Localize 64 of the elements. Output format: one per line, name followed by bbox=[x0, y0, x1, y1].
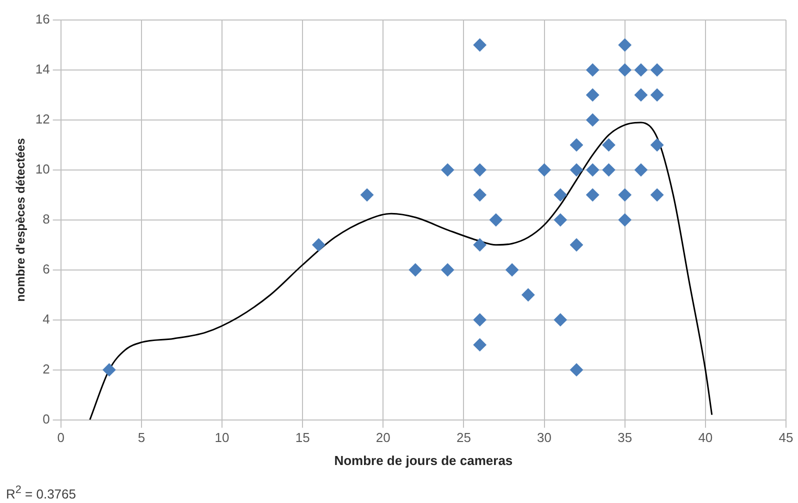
x-axis-title: Nombre de jours de cameras bbox=[334, 452, 513, 468]
point bbox=[538, 163, 551, 176]
point bbox=[650, 88, 664, 102]
point bbox=[473, 163, 486, 176]
text: R$^{2}$ = 0.3765 bbox=[6, 484, 76, 501]
y-tick-label: 14 bbox=[35, 62, 50, 77]
y-tick-label: 10 bbox=[35, 162, 50, 177]
y-axis-title: nombre d'espèces détectées bbox=[14, 138, 28, 302]
point bbox=[360, 188, 374, 202]
point bbox=[102, 363, 116, 376]
point bbox=[408, 263, 422, 276]
point bbox=[634, 88, 648, 102]
point bbox=[522, 288, 535, 302]
y-tick-label: 6 bbox=[42, 261, 50, 276]
x-tick-label: 0 bbox=[57, 430, 64, 446]
point bbox=[554, 213, 567, 226]
point bbox=[473, 38, 486, 52]
point bbox=[618, 188, 632, 202]
point bbox=[570, 238, 584, 252]
x-tick-label: 5 bbox=[138, 430, 146, 446]
point bbox=[586, 188, 600, 202]
point bbox=[554, 188, 567, 202]
x-tick-label: 10 bbox=[214, 430, 230, 446]
y-tick-label: 0 bbox=[42, 411, 50, 426]
point bbox=[554, 313, 567, 326]
point bbox=[473, 338, 486, 352]
x-tick-label: 40 bbox=[698, 430, 713, 446]
point bbox=[634, 63, 648, 76]
point bbox=[634, 163, 648, 176]
x-tick-label: 15 bbox=[295, 430, 310, 446]
point bbox=[312, 238, 326, 252]
x-tick-label: 20 bbox=[376, 430, 390, 446]
point bbox=[441, 163, 454, 176]
point bbox=[570, 138, 584, 152]
point bbox=[602, 138, 616, 152]
point bbox=[650, 188, 664, 202]
point bbox=[473, 188, 486, 202]
x-tick-label: 25 bbox=[456, 430, 471, 446]
point bbox=[650, 63, 664, 76]
point bbox=[441, 263, 454, 276]
y-tick-label: 2 bbox=[42, 361, 50, 376]
point bbox=[618, 38, 632, 52]
x-tick-label: 45 bbox=[778, 430, 794, 446]
point bbox=[506, 263, 519, 276]
x-tick-label: 30 bbox=[537, 430, 552, 446]
line-series bbox=[89, 122, 713, 420]
point bbox=[489, 213, 502, 226]
point bbox=[570, 363, 584, 376]
point bbox=[570, 163, 584, 176]
x-tick-label: 35 bbox=[618, 430, 632, 446]
point bbox=[650, 138, 664, 152]
point bbox=[618, 213, 632, 226]
y-tick-label: 8 bbox=[42, 211, 50, 226]
y-tick-label: 16 bbox=[35, 12, 50, 27]
point bbox=[473, 238, 486, 252]
y-tick-label: 4 bbox=[42, 311, 50, 326]
point bbox=[586, 163, 600, 176]
point bbox=[473, 313, 486, 326]
point bbox=[586, 113, 600, 126]
point bbox=[618, 63, 632, 76]
point bbox=[602, 163, 616, 176]
y-tick-label: 12 bbox=[35, 112, 50, 127]
point bbox=[586, 63, 600, 76]
point bbox=[586, 88, 600, 102]
